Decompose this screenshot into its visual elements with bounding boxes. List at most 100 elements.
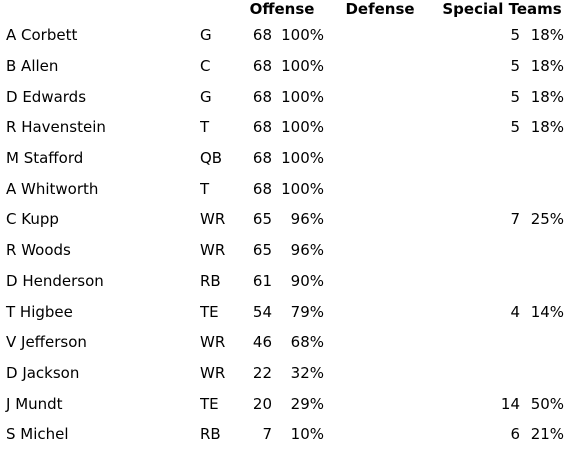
special-teams-percent: 18% bbox=[530, 26, 565, 45]
player-position: G bbox=[200, 87, 212, 106]
special-teams-snaps: 14 bbox=[500, 394, 521, 413]
special-teams-snaps: 5 bbox=[510, 57, 521, 76]
defense-snaps bbox=[324, 327, 436, 358]
player-position: WR bbox=[200, 210, 226, 229]
table-row: A Corbett G 68 100% 5 18% bbox=[0, 20, 568, 51]
special-teams-snaps bbox=[436, 358, 520, 389]
special-teams-snaps bbox=[436, 173, 520, 204]
defense-snaps bbox=[324, 235, 436, 266]
defense-snaps bbox=[324, 204, 436, 235]
special-teams-percent: 25% bbox=[530, 210, 565, 229]
offense-snaps: 65 bbox=[252, 241, 272, 260]
header-offense: Offense bbox=[249, 0, 315, 18]
player-position: T bbox=[200, 179, 210, 198]
table-row: C Kupp WR 65 96% 7 25% bbox=[0, 204, 568, 235]
offense-snaps: 68 bbox=[252, 118, 272, 137]
player-position: G bbox=[200, 26, 212, 45]
player-name: B Allen bbox=[6, 57, 59, 76]
defense-snaps bbox=[324, 81, 436, 112]
player-name: V Jefferson bbox=[6, 333, 87, 352]
player-name: C Kupp bbox=[6, 210, 59, 229]
offense-percent: 29% bbox=[290, 394, 325, 413]
special-teams-percent: 50% bbox=[530, 394, 565, 413]
defense-snaps bbox=[324, 20, 436, 51]
special-teams-snaps: 5 bbox=[510, 118, 521, 137]
table-row: D Henderson RB 61 90% bbox=[0, 266, 568, 297]
offense-snaps: 61 bbox=[252, 271, 272, 290]
player-position: RB bbox=[200, 271, 221, 290]
player-name: D Edwards bbox=[6, 87, 87, 106]
offense-snaps: 20 bbox=[252, 394, 272, 413]
offense-snaps: 54 bbox=[252, 302, 272, 321]
offense-snaps: 68 bbox=[252, 179, 272, 198]
player-position: TE bbox=[200, 302, 219, 321]
table-row: M Stafford QB 68 100% bbox=[0, 143, 568, 174]
table-header: Offense Defense Special Teams bbox=[0, 0, 568, 20]
offense-percent: 100% bbox=[281, 87, 325, 106]
offense-percent: 100% bbox=[281, 179, 325, 198]
special-teams-snaps: 5 bbox=[510, 26, 521, 45]
header-row: Offense Defense Special Teams bbox=[0, 0, 568, 20]
special-teams-snaps: 5 bbox=[510, 87, 521, 106]
defense-snaps bbox=[324, 388, 436, 419]
offense-snaps: 7 bbox=[262, 425, 272, 444]
player-name: A Whitworth bbox=[6, 179, 99, 198]
player-name: D Henderson bbox=[6, 271, 104, 290]
header-defense: Defense bbox=[345, 0, 415, 18]
offense-snaps: 46 bbox=[252, 333, 272, 352]
defense-snaps bbox=[324, 112, 436, 143]
player-name: S Michel bbox=[6, 425, 69, 444]
table-row: A Whitworth T 68 100% bbox=[0, 173, 568, 204]
table-body: A Corbett G 68 100% 5 18% B Allen C 68 100% 5 18% D … bbox=[0, 20, 568, 450]
special-teams-percent bbox=[520, 327, 568, 358]
player-position: WR bbox=[200, 363, 226, 382]
special-teams-snaps bbox=[436, 266, 520, 297]
player-position: WR bbox=[200, 241, 226, 260]
special-teams-percent: 21% bbox=[530, 425, 565, 444]
player-name: R Havenstein bbox=[6, 118, 106, 137]
defense-snaps bbox=[324, 296, 436, 327]
offense-percent: 100% bbox=[281, 57, 325, 76]
table-row: R Havenstein T 68 100% 5 18% bbox=[0, 112, 568, 143]
player-position: TE bbox=[200, 394, 219, 413]
table-row: V Jefferson WR 46 68% bbox=[0, 327, 568, 358]
special-teams-snaps bbox=[436, 235, 520, 266]
offense-percent: 32% bbox=[290, 363, 325, 382]
special-teams-percent: 18% bbox=[530, 118, 565, 137]
table-row: D Jackson WR 22 32% bbox=[0, 358, 568, 389]
player-position: C bbox=[200, 57, 211, 76]
player-position: T bbox=[200, 118, 210, 137]
table-row: S Michel RB 7 10% 6 21% bbox=[0, 419, 568, 450]
player-name: D Jackson bbox=[6, 363, 80, 382]
table-row: T Higbee TE 54 79% 4 14% bbox=[0, 296, 568, 327]
player-position: WR bbox=[200, 333, 226, 352]
special-teams-percent bbox=[520, 358, 568, 389]
player-name: T Higbee bbox=[6, 302, 73, 321]
offense-percent: 90% bbox=[290, 271, 325, 290]
offense-snaps: 68 bbox=[252, 149, 272, 168]
special-teams-percent bbox=[520, 235, 568, 266]
special-teams-percent: 18% bbox=[530, 87, 565, 106]
player-name: M Stafford bbox=[6, 149, 84, 168]
header-special-teams: Special Teams bbox=[442, 0, 562, 18]
special-teams-percent bbox=[520, 173, 568, 204]
player-name: R Woods bbox=[6, 241, 71, 260]
defense-snaps bbox=[324, 358, 436, 389]
defense-snaps bbox=[324, 173, 436, 204]
table-row: D Edwards G 68 100% 5 18% bbox=[0, 81, 568, 112]
defense-snaps bbox=[324, 266, 436, 297]
offense-percent: 100% bbox=[281, 149, 325, 168]
table-row: R Woods WR 65 96% bbox=[0, 235, 568, 266]
defense-snaps bbox=[324, 143, 436, 174]
player-position: RB bbox=[200, 425, 221, 444]
offense-percent: 96% bbox=[290, 241, 325, 260]
special-teams-snaps: 6 bbox=[510, 425, 521, 444]
special-teams-snaps: 7 bbox=[510, 210, 521, 229]
player-name: A Corbett bbox=[6, 26, 78, 45]
offense-percent: 79% bbox=[290, 302, 325, 321]
special-teams-percent bbox=[520, 266, 568, 297]
player-position: QB bbox=[200, 149, 223, 168]
offense-percent: 68% bbox=[290, 333, 325, 352]
special-teams-snaps bbox=[436, 327, 520, 358]
